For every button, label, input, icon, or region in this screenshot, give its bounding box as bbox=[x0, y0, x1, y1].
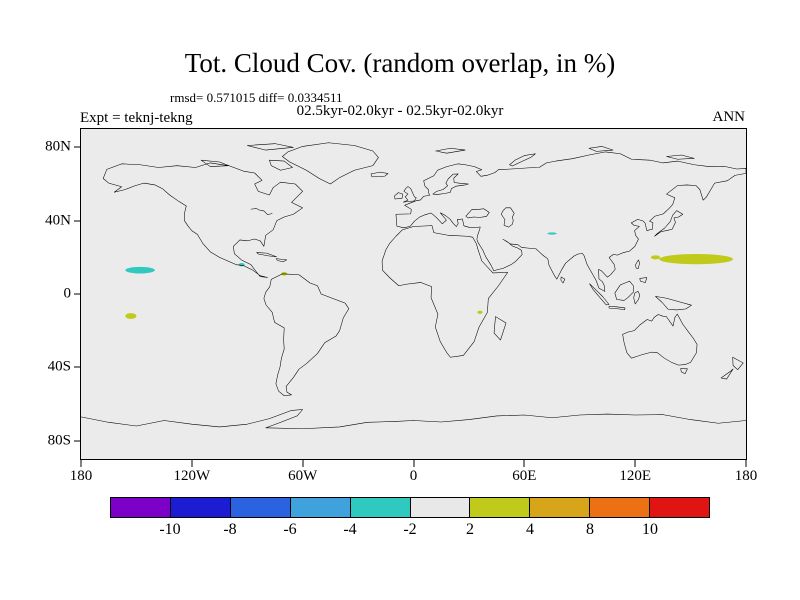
experiment-label: Expt = teknj-tekng bbox=[80, 110, 193, 126]
season-label: ANN bbox=[712, 109, 746, 125]
anomaly-blob bbox=[659, 254, 734, 265]
lon-tick-label: 180 bbox=[734, 468, 758, 484]
colorbar-segment bbox=[529, 497, 591, 518]
stats-line: rmsd= 0.571015 diff= 0.0334511 bbox=[170, 90, 343, 105]
colorbar-segment bbox=[110, 497, 171, 518]
colorbar-label: -2 bbox=[403, 521, 417, 538]
colorbar-segment bbox=[469, 497, 531, 518]
colorbar-segment bbox=[349, 497, 411, 518]
anomaly-layer bbox=[125, 232, 734, 319]
lat-tick-mark bbox=[74, 220, 81, 222]
lon-tick-mark bbox=[745, 460, 747, 467]
lon-tick-mark bbox=[191, 460, 193, 467]
lat-tick-mark bbox=[74, 440, 81, 442]
anomaly-blob bbox=[650, 255, 661, 260]
lat-tick-label: 80S bbox=[47, 432, 71, 449]
colorbar-segment bbox=[289, 497, 351, 518]
colorbar-segment bbox=[649, 497, 711, 518]
lat-tick-mark bbox=[74, 146, 81, 148]
lon-tick-mark bbox=[80, 460, 82, 467]
lon-tick-mark bbox=[302, 460, 304, 467]
lon-tick-label: 120W bbox=[173, 468, 211, 484]
colorbar-label: 2 bbox=[466, 521, 474, 538]
lon-tick-label: 0 bbox=[409, 468, 418, 484]
colorbar-labels: -10 -8 -6 -4 -2 2 4 8 10 bbox=[110, 521, 710, 541]
colorbar bbox=[110, 497, 711, 518]
colorbar-segment bbox=[169, 497, 231, 518]
colorbar-segment bbox=[409, 497, 471, 518]
colorbar-label: 8 bbox=[586, 521, 594, 538]
anomaly-blob bbox=[125, 313, 137, 319]
anomaly-blob bbox=[125, 266, 155, 274]
lon-tick-label: 120E bbox=[619, 468, 651, 484]
case-label: 02.5kyr-02.0kyr - 02.5kyr-02.0kyr bbox=[296, 103, 504, 119]
colorbar-segment bbox=[229, 497, 291, 518]
colorbar-label: -8 bbox=[223, 521, 237, 538]
colorbar-label: -4 bbox=[343, 521, 357, 538]
lon-tick-label: 60E bbox=[512, 468, 537, 484]
colorbar-label: 4 bbox=[526, 521, 534, 538]
colorbar-segment bbox=[589, 497, 651, 518]
page-title: Tot. Cloud Cov. (random overlap, in %) bbox=[184, 48, 616, 78]
colorbar-label: -10 bbox=[159, 521, 181, 538]
lon-tick-label: 180 bbox=[69, 468, 93, 484]
lon-tick-mark bbox=[634, 460, 636, 467]
lon-tick-label: 60W bbox=[288, 468, 318, 484]
lat-tick-label: 80N bbox=[45, 138, 71, 155]
world-map-svg bbox=[81, 129, 746, 459]
lat-tick-mark bbox=[74, 293, 81, 295]
lat-tick-mark bbox=[74, 366, 81, 368]
lat-tick-label: 0 bbox=[63, 285, 72, 302]
coastlines bbox=[81, 143, 746, 429]
colorbar-label: 10 bbox=[642, 521, 658, 538]
anomaly-blob bbox=[477, 310, 483, 314]
world-map-frame: 80N 40N 0 40S 80S 180 120W 60W 0 60E 120E 180 bbox=[45, 128, 757, 484]
lon-tick-mark bbox=[523, 460, 525, 467]
colorbar-label: -6 bbox=[283, 521, 297, 538]
lat-tick-label: 40N bbox=[45, 212, 71, 229]
lat-tick-label: 40S bbox=[47, 358, 71, 375]
lon-tick-mark bbox=[413, 460, 414, 467]
anomaly-blob bbox=[547, 232, 557, 235]
